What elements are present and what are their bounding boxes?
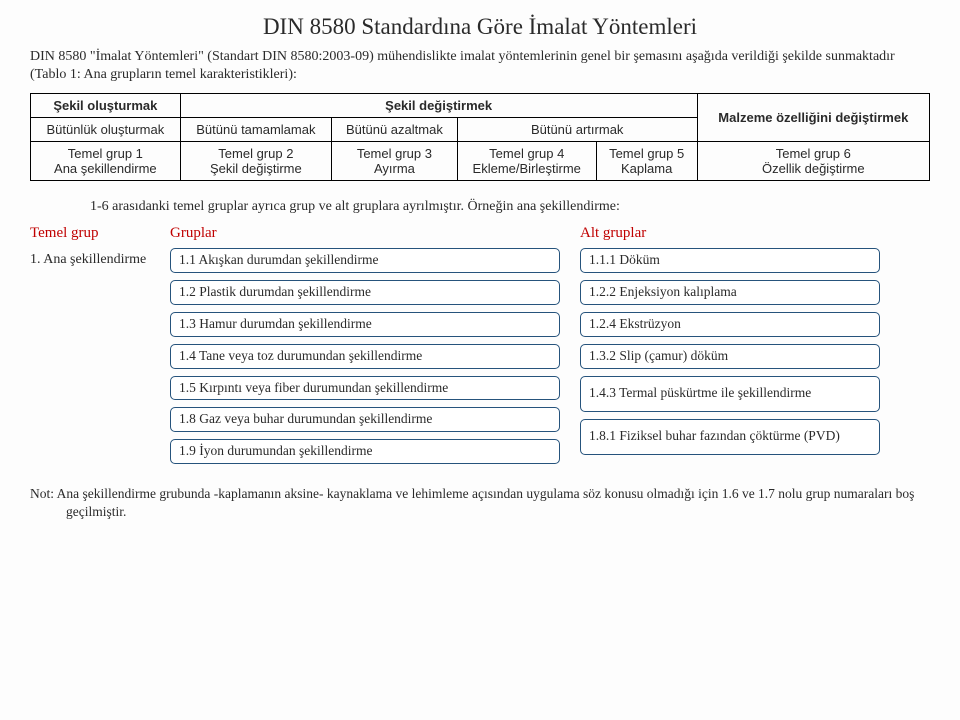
- r2c3: Bütünü azaltmak: [332, 118, 458, 142]
- hierarchy-columns: Temel grup 1. Ana şekillendirme Gruplar …: [30, 225, 930, 471]
- col-head-mid: Gruplar: [170, 225, 560, 242]
- hdr-shape-change: Şekil değiştirmek: [180, 94, 697, 118]
- group-item: 1.1 Akışkan durumdan şekillendirme: [170, 248, 560, 273]
- r3c2: Temel grup 2Şekil değiştirme: [180, 142, 331, 181]
- intro-text: DIN 8580 "İmalat Yöntemleri" (Standart D…: [30, 48, 930, 83]
- main-group-label: 1. Ana şekillendirme: [30, 248, 150, 268]
- group-item: 1.2 Plastik durumdan şekillendirme: [170, 280, 560, 305]
- subgroup-item: 1.4.3 Termal püskürtme ile şekillendirme: [580, 376, 880, 412]
- classification-table: Şekil oluşturmak Şekil değiştirmek Malze…: [30, 93, 930, 181]
- subtext: 1-6 arasıdanki temel gruplar ayrıca grup…: [90, 199, 930, 215]
- footnote: Not: Ana şekillendirme grubunda -kaplama…: [30, 485, 930, 520]
- group-item: 1.9 İyon durumundan şekillendirme: [170, 439, 560, 464]
- subgroup-item: 1.8.1 Fiziksel buhar fazından çöktürme (…: [580, 419, 880, 455]
- r3c1: Temel grup 1Ana şekillendirme: [31, 142, 181, 181]
- r3c5: Temel grup 5Kaplama: [596, 142, 697, 181]
- group-item: 1.8 Gaz veya buhar durumundan şekillendi…: [170, 407, 560, 432]
- r2c2: Bütünü tamamlamak: [180, 118, 331, 142]
- group-item: 1.3 Hamur durumdan şekillendirme: [170, 312, 560, 337]
- col-head-left: Temel grup: [30, 225, 150, 242]
- subgroup-item: 1.2.2 Enjeksiyon kalıplama: [580, 280, 880, 305]
- page-title: DIN 8580 Standardına Göre İmalat Yönteml…: [30, 14, 930, 40]
- subgroup-item: 1.3.2 Slip (çamur) döküm: [580, 344, 880, 369]
- r3c4: Temel grup 4Ekleme/Birleştirme: [457, 142, 596, 181]
- col-head-right: Alt gruplar: [580, 225, 880, 242]
- group-item: 1.4 Tane veya toz durumundan şekillendir…: [170, 344, 560, 369]
- subgroup-item: 1.2.4 Ekstrüzyon: [580, 312, 880, 337]
- r3c6: Temel grup 6Özellik değiştirme: [697, 142, 929, 181]
- group-item: 1.5 Kırpıntı veya fiber durumundan şekil…: [170, 376, 560, 401]
- hdr-material-change: Malzeme özelliğini değiştirmek: [697, 94, 929, 142]
- r2c4: Bütünü artırmak: [457, 118, 697, 142]
- r3c3: Temel grup 3Ayırma: [332, 142, 458, 181]
- subgroup-item: 1.1.1 Döküm: [580, 248, 880, 273]
- r2c1: Bütünlük oluşturmak: [31, 118, 181, 142]
- hdr-shape-create: Şekil oluşturmak: [31, 94, 181, 118]
